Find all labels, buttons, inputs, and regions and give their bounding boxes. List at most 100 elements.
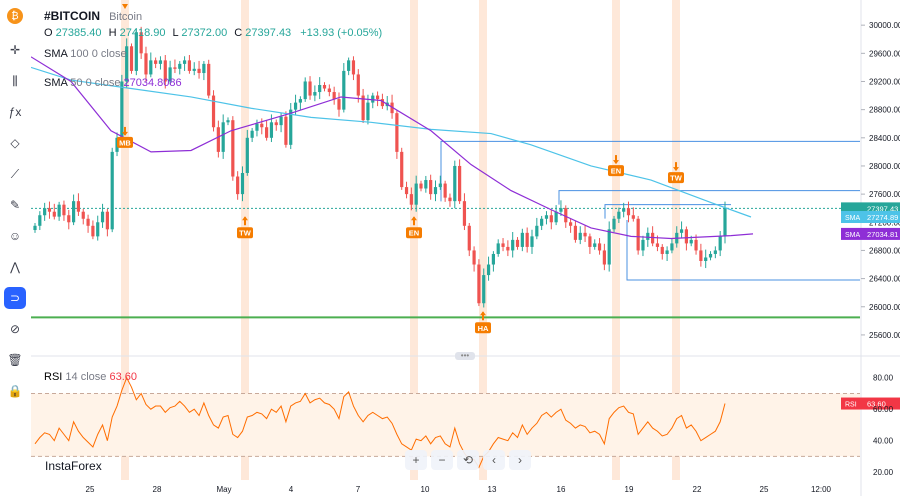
- candle-body: [622, 208, 626, 212]
- candle: [342, 63, 346, 113]
- candle-body: [525, 232, 529, 247]
- candle-body: [192, 68, 196, 71]
- candle-body: [168, 67, 172, 82]
- candle: [72, 194, 76, 226]
- time-tick-label: 19: [625, 485, 634, 494]
- candle-body: [197, 68, 201, 74]
- candle-body: [612, 218, 616, 230]
- candle: [351, 56, 356, 81]
- candle-body: [366, 102, 370, 121]
- candle-body: [723, 208, 727, 237]
- zoom-in-button[interactable]: +: [405, 450, 427, 470]
- event-marker-badge: [237, 227, 253, 239]
- candle: [216, 120, 220, 158]
- trash-icon[interactable]: 🗑: [7, 353, 23, 367]
- symbol-name[interactable]: #BITCOIN: [44, 9, 101, 23]
- event-marker-tw[interactable]: TW: [668, 162, 684, 184]
- candle: [173, 59, 177, 74]
- candle-body: [91, 225, 95, 237]
- crosshair-icon[interactable]: ✛: [9, 43, 21, 57]
- event-marker-en[interactable]: EN: [608, 155, 624, 177]
- sma100-name[interactable]: SMA: [44, 48, 68, 60]
- candle: [665, 246, 669, 261]
- candle: [670, 238, 674, 254]
- candle-type-icon[interactable]: ⫼: [12, 73, 18, 88]
- chart-area[interactable]: MB TW EN HA EN TW RSI 63.60 30400.00 30000.00 29…: [31, 0, 900, 496]
- scroll-right-button[interactable]: ›: [509, 450, 531, 470]
- candle-body: [202, 63, 206, 74]
- candle-body: [429, 180, 433, 195]
- candle: [679, 221, 684, 239]
- nodes-icon[interactable]: ◇: [10, 136, 20, 150]
- candle: [699, 243, 703, 267]
- price-axis-label-value: 27274.89: [867, 213, 898, 222]
- formula-icon[interactable]: ƒx: [8, 105, 22, 119]
- candle-body: [375, 95, 380, 100]
- candle-body: [588, 236, 592, 247]
- candle: [318, 77, 322, 100]
- candle: [597, 238, 602, 255]
- candle: [612, 215, 616, 233]
- bitcoin-icon[interactable]: ₿: [7, 8, 23, 24]
- candle-body: [182, 60, 187, 64]
- candle: [250, 127, 254, 143]
- reset-view-button[interactable]: ⟲: [457, 450, 479, 470]
- event-marker-tw[interactable]: TW: [237, 216, 253, 239]
- rsi-axis-label-name: RSI: [845, 402, 857, 409]
- candle: [409, 187, 413, 211]
- pane-resize-handle[interactable]: •••: [455, 352, 475, 360]
- candle-body: [540, 218, 544, 226]
- lock-icon[interactable]: 🔒: [7, 384, 23, 398]
- candle-body: [318, 85, 322, 93]
- candle: [371, 92, 375, 109]
- event-highlight-column: [479, 0, 487, 480]
- candle: [67, 209, 71, 230]
- event-highlight-column: [121, 0, 129, 480]
- candle: [404, 181, 409, 199]
- event-marker-arrowhead: [122, 131, 128, 136]
- rsi-tick-label: 80.00: [873, 374, 894, 383]
- event-marker-mb[interactable]: MB: [117, 126, 133, 148]
- change-value: +13.93 (+0.05%): [300, 27, 383, 39]
- candle: [245, 129, 249, 176]
- brush-icon[interactable]: ✎: [9, 198, 21, 212]
- candle: [221, 114, 225, 159]
- candle-body: [597, 243, 602, 251]
- candle: [708, 251, 713, 261]
- candle: [458, 159, 462, 204]
- broker-logo: InstaForex: [45, 459, 102, 473]
- candle-body: [718, 236, 722, 251]
- rsi-name[interactable]: RSI: [44, 371, 63, 383]
- candle: [163, 55, 167, 89]
- scroll-left-button[interactable]: ‹: [483, 450, 505, 470]
- rsi-tick-label: 60.00: [873, 405, 894, 414]
- rsi-axis-label-bg: [841, 397, 900, 410]
- event-marker-en[interactable]: EN: [406, 216, 422, 239]
- candle: [414, 175, 418, 212]
- candle: [448, 193, 452, 207]
- candle: [231, 116, 235, 181]
- eye-off-icon[interactable]: ⊘: [9, 322, 21, 336]
- patterns-icon[interactable]: ⋀: [10, 260, 20, 274]
- candle-body: [245, 137, 249, 173]
- candle-body: [52, 211, 56, 217]
- candle-body: [395, 113, 399, 152]
- time-tick-label: 28: [153, 485, 162, 494]
- sma50-name[interactable]: SMA: [44, 77, 68, 89]
- candle-body: [694, 239, 698, 251]
- candle-body: [86, 218, 90, 226]
- candle: [236, 171, 240, 200]
- resistance-line: [558, 190, 860, 205]
- candle-body: [511, 239, 515, 251]
- event-marker-ha[interactable]: HA: [475, 311, 491, 334]
- candle-body: [462, 201, 467, 226]
- zoom-out-button[interactable]: −: [431, 450, 453, 470]
- emoji-icon[interactable]: ☺: [8, 229, 22, 243]
- trend-lines-icon[interactable]: ⟋: [10, 166, 20, 181]
- candle: [622, 202, 626, 218]
- candle: [482, 268, 486, 308]
- magnet-icon[interactable]: ⊃: [4, 287, 26, 309]
- candle-body: [250, 130, 254, 138]
- candle: [660, 244, 664, 260]
- candle: [202, 61, 206, 81]
